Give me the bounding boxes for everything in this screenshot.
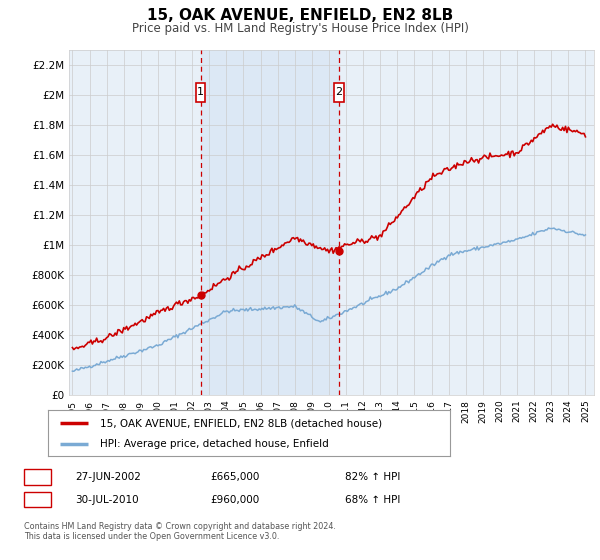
Text: 15, OAK AVENUE, ENFIELD, EN2 8LB (detached house): 15, OAK AVENUE, ENFIELD, EN2 8LB (detach… <box>100 418 382 428</box>
Text: 82% ↑ HPI: 82% ↑ HPI <box>345 472 400 482</box>
Bar <box>200 50 339 395</box>
Text: £665,000: £665,000 <box>210 472 259 482</box>
Text: 1: 1 <box>197 87 204 97</box>
Text: 30-JUL-2010: 30-JUL-2010 <box>75 494 139 505</box>
Text: 15, OAK AVENUE, ENFIELD, EN2 8LB: 15, OAK AVENUE, ENFIELD, EN2 8LB <box>147 8 453 24</box>
FancyBboxPatch shape <box>196 82 205 102</box>
Text: Contains HM Land Registry data © Crown copyright and database right 2024.
This d: Contains HM Land Registry data © Crown c… <box>24 522 336 542</box>
Text: 2: 2 <box>34 494 41 505</box>
Text: 68% ↑ HPI: 68% ↑ HPI <box>345 494 400 505</box>
Text: 27-JUN-2002: 27-JUN-2002 <box>75 472 141 482</box>
Text: 2: 2 <box>335 87 343 97</box>
Text: 1: 1 <box>34 472 41 482</box>
Text: £960,000: £960,000 <box>210 494 259 505</box>
Text: HPI: Average price, detached house, Enfield: HPI: Average price, detached house, Enfi… <box>100 438 329 449</box>
Text: Price paid vs. HM Land Registry's House Price Index (HPI): Price paid vs. HM Land Registry's House … <box>131 22 469 35</box>
FancyBboxPatch shape <box>334 82 344 102</box>
